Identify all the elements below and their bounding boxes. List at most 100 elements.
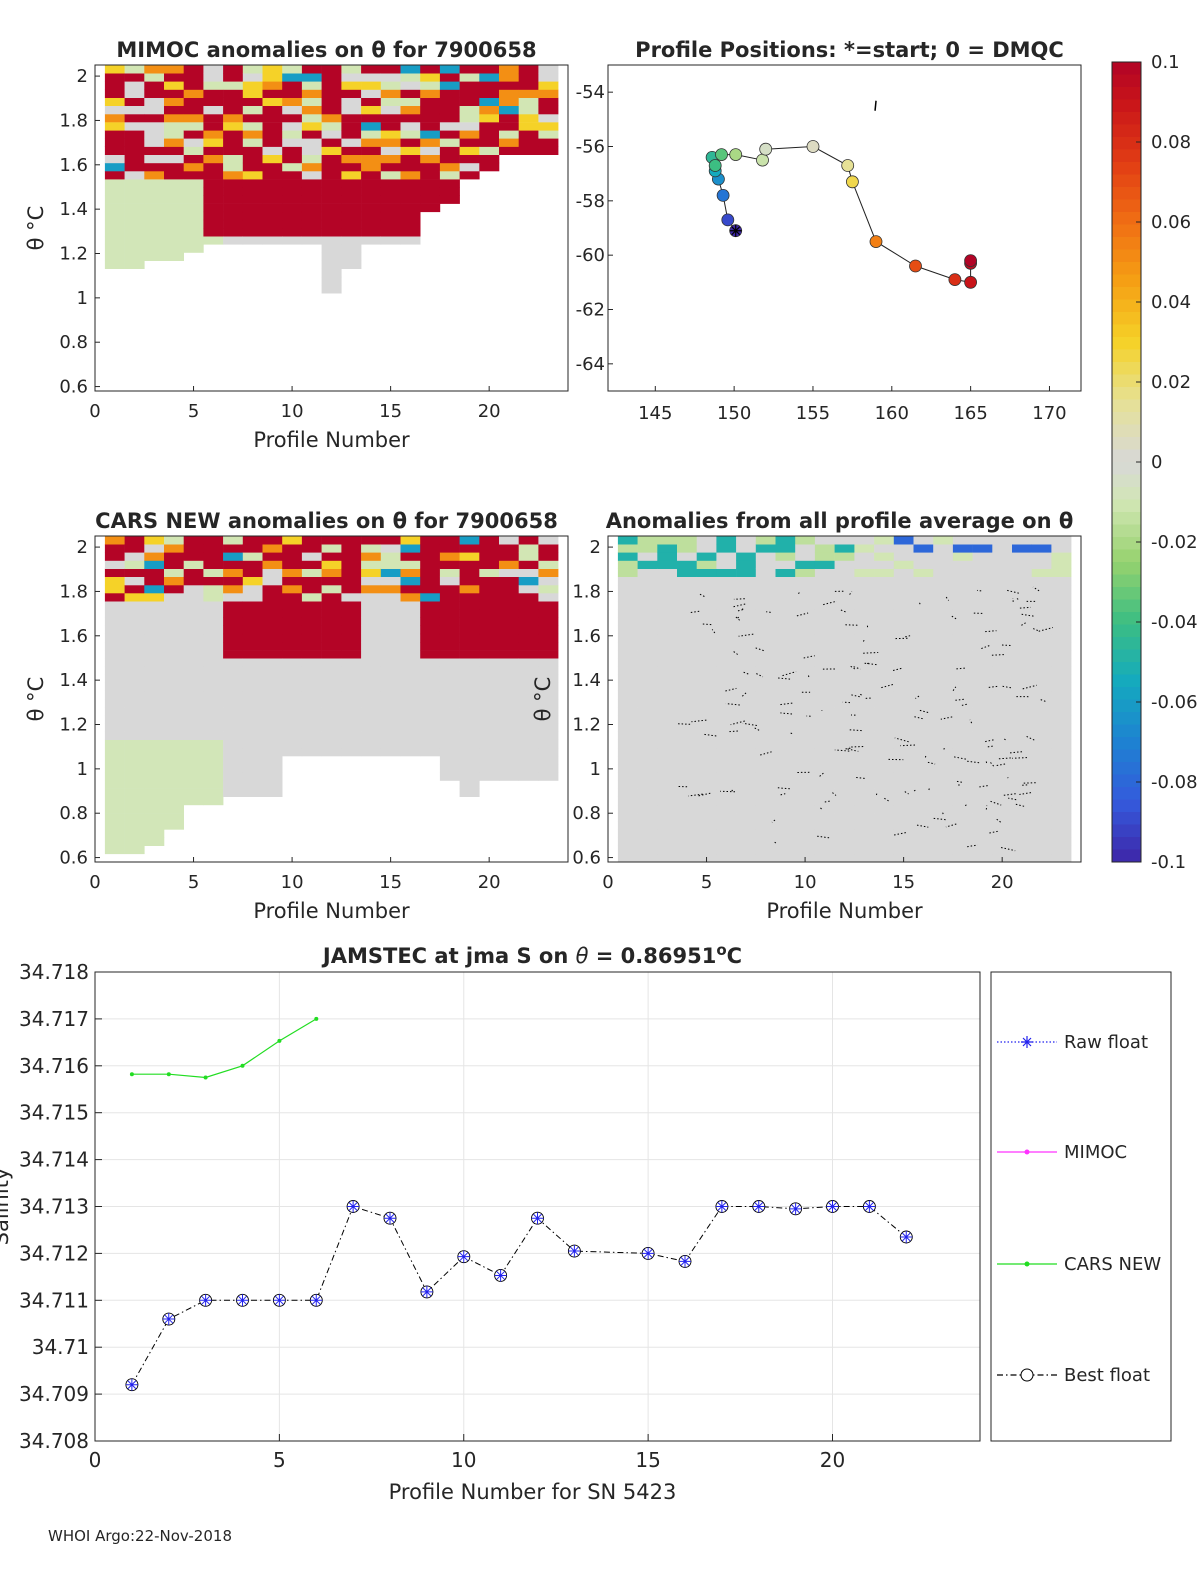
mimoc-cell — [164, 170, 184, 180]
mimoc-cell — [479, 122, 500, 131]
all_avg-cell — [913, 650, 934, 659]
all_avg-cell — [775, 682, 796, 692]
cars-cell — [104, 601, 125, 610]
all_avg-cell — [913, 544, 934, 553]
all_avg-cell — [992, 723, 1013, 732]
all_avg-cell — [775, 723, 796, 732]
all_avg-cell — [755, 723, 776, 732]
cars-cell — [203, 633, 224, 643]
cars-cell — [518, 756, 539, 765]
cars-cell — [104, 650, 125, 659]
cars-cell — [203, 764, 224, 773]
cars-cell — [439, 568, 460, 577]
mimoc-cell — [144, 228, 165, 237]
all_avg-cell — [755, 601, 776, 610]
cars-cell — [420, 699, 441, 708]
all_avg-cell — [913, 845, 934, 855]
all_avg-cell — [1051, 723, 1072, 732]
cars-cell — [262, 601, 283, 610]
cars-cell — [183, 674, 204, 683]
cars-cell — [124, 707, 145, 716]
positions-xtick-label: 150 — [717, 403, 751, 424]
all_avg-cell — [913, 568, 934, 577]
all_avg-cell — [972, 805, 993, 814]
cars-cell — [479, 650, 500, 659]
cars-cell — [301, 552, 322, 561]
cars-cell — [321, 690, 342, 700]
mimoc-cell — [439, 97, 460, 106]
salinity-ytick-label: 34.714 — [19, 1148, 89, 1172]
cars-cell — [361, 666, 382, 675]
mimoc-cell — [459, 154, 480, 164]
cars-cell — [538, 650, 559, 659]
all_avg-ylabel: θ °C — [531, 677, 555, 722]
all_avg-cell — [834, 739, 855, 749]
colorbar-segment — [1112, 187, 1141, 200]
cars-cell — [242, 552, 263, 561]
cars-cell — [164, 650, 184, 659]
all_avg-cell — [617, 805, 638, 814]
mimoc-cell — [479, 162, 500, 172]
cars-cell — [459, 536, 480, 545]
mimoc-cell — [104, 179, 125, 188]
mimoc-cell — [282, 170, 303, 180]
mimoc-cell — [361, 170, 382, 180]
colorbar-segment — [1112, 737, 1141, 750]
all_avg-cell — [913, 747, 934, 757]
all_avg-cell — [755, 568, 776, 577]
cars-cell — [144, 805, 165, 814]
all_avg-cell — [893, 756, 914, 765]
all_avg-cell — [775, 821, 796, 830]
cars-cell — [223, 593, 244, 602]
cars-cell — [439, 544, 460, 553]
all_avg-cell — [795, 658, 816, 667]
all_avg-cell — [1031, 593, 1052, 602]
all_avg-ytick-label: 2 — [590, 537, 601, 558]
all_avg-cell — [952, 544, 973, 553]
all_avg-cell — [933, 837, 954, 846]
cars-cell — [104, 715, 125, 724]
all_avg-cell — [834, 584, 855, 594]
all_avg-cell — [814, 584, 835, 594]
all_avg-cell — [716, 650, 737, 659]
all_avg-cell — [755, 837, 776, 846]
all_avg-cell — [913, 764, 934, 773]
all_avg-cell — [657, 650, 678, 659]
all_avg-cell — [933, 715, 954, 724]
cars-cell — [538, 739, 559, 749]
mimoc-cell — [104, 89, 125, 98]
cars-cell — [361, 699, 382, 708]
mimoc-cell — [223, 97, 244, 106]
cars-cell — [183, 796, 204, 806]
all_avg-cell — [933, 805, 954, 814]
cars-cell — [400, 601, 421, 610]
cars-cell — [420, 601, 441, 610]
cars-cell — [400, 642, 421, 651]
cars-cell — [242, 593, 263, 602]
cars-cell — [164, 617, 184, 626]
all_avg-cell — [952, 593, 973, 602]
all_avg-cell — [893, 593, 914, 602]
mimoc-cell — [242, 97, 263, 106]
all_avg-cell — [1051, 731, 1072, 740]
all_avg-cell — [736, 617, 757, 626]
cars-cell — [341, 690, 362, 700]
all_avg-cell — [1012, 536, 1032, 545]
all_avg-cell — [637, 593, 658, 602]
cars-cell — [144, 764, 165, 773]
mimoc-xtick-label: 10 — [281, 401, 304, 422]
all_avg-cell — [736, 747, 757, 757]
mimoc-cell — [499, 122, 519, 131]
cars-cell — [499, 584, 519, 594]
mimoc-cell — [203, 154, 224, 164]
mimoc-cell — [282, 105, 303, 115]
all_avg-cell — [1031, 845, 1052, 855]
mimoc-cell — [301, 65, 322, 74]
cars-cell — [538, 666, 559, 675]
cars-cell — [518, 682, 539, 692]
all_avg-cell — [972, 682, 993, 692]
mimoc-cell — [262, 162, 283, 172]
salinity-title-theta: θ — [576, 944, 589, 968]
colorbar-segment — [1112, 774, 1141, 788]
all_avg-cell — [736, 682, 757, 692]
